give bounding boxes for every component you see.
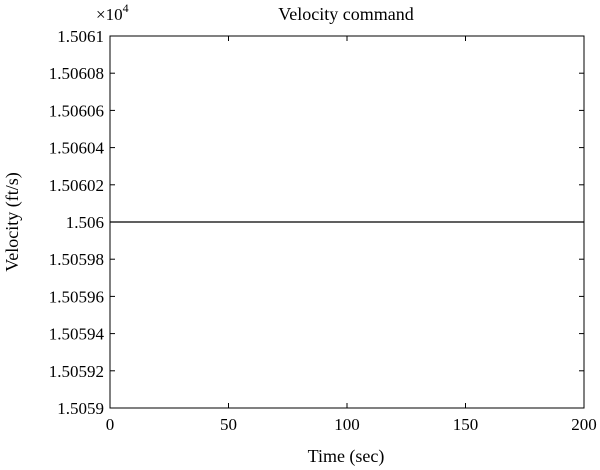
y-axis-multiplier-base: ×10 bbox=[96, 5, 123, 24]
y-axis-multiplier-exponent: 4 bbox=[123, 1, 129, 15]
chart-title: Velocity command bbox=[278, 4, 413, 24]
y-tick-label: 1.50608 bbox=[49, 64, 104, 83]
y-axis-ticks: 1.50591.505921.505941.505961.505981.5061… bbox=[49, 27, 584, 418]
y-tick-label: 1.50592 bbox=[49, 362, 104, 381]
x-tick-label: 150 bbox=[453, 415, 479, 434]
y-tick-label: 1.50596 bbox=[49, 287, 104, 306]
x-tick-label: 200 bbox=[571, 415, 597, 434]
y-axis-multiplier: ×104 bbox=[96, 1, 129, 24]
y-tick-label: 1.50604 bbox=[49, 139, 105, 158]
x-axis-label: Time (sec) bbox=[308, 446, 385, 467]
x-tick-label: 100 bbox=[334, 415, 360, 434]
y-tick-label: 1.5059 bbox=[57, 399, 104, 418]
y-tick-label: 1.5061 bbox=[57, 27, 104, 46]
y-axis-label: Velocity (ft/s) bbox=[2, 172, 23, 271]
y-tick-label: 1.506 bbox=[66, 213, 104, 232]
x-axis-ticks: 0 50 100 150 200 bbox=[106, 36, 597, 434]
y-tick-label: 1.50602 bbox=[49, 176, 104, 195]
y-tick-label: 1.50606 bbox=[49, 101, 104, 120]
x-tick-label: 50 bbox=[220, 415, 237, 434]
y-tick-label: 1.50594 bbox=[49, 325, 105, 344]
x-tick-label: 0 bbox=[106, 415, 115, 434]
y-tick-label: 1.50598 bbox=[49, 250, 104, 269]
